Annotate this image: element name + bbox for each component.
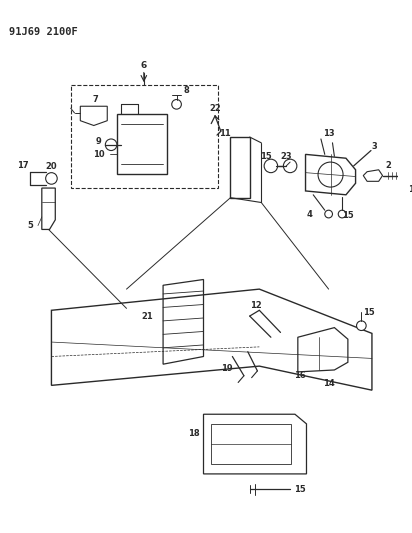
Text: 15: 15 (342, 212, 354, 221)
Circle shape (356, 321, 366, 330)
Text: 3: 3 (372, 142, 378, 151)
Text: 15: 15 (260, 152, 272, 161)
Circle shape (283, 159, 297, 173)
Text: 1: 1 (408, 184, 412, 193)
Text: 18: 18 (188, 429, 200, 438)
Text: 13: 13 (323, 128, 335, 138)
Circle shape (105, 139, 117, 150)
Text: 16: 16 (294, 372, 306, 380)
Text: 6: 6 (141, 61, 147, 70)
Text: 12: 12 (250, 301, 261, 310)
Circle shape (264, 159, 278, 173)
Text: 20: 20 (46, 163, 57, 172)
Text: 5: 5 (27, 221, 33, 230)
Text: 19: 19 (221, 364, 232, 373)
Circle shape (46, 173, 57, 184)
Text: 15: 15 (363, 308, 375, 317)
Circle shape (325, 210, 332, 218)
Text: 15: 15 (294, 485, 306, 494)
Text: 8: 8 (183, 86, 189, 95)
Bar (71, 85, 218, 188)
Text: 9: 9 (96, 138, 101, 147)
Text: 22: 22 (209, 104, 221, 112)
Text: 23: 23 (281, 152, 292, 161)
Circle shape (338, 210, 346, 218)
Circle shape (404, 172, 412, 180)
Circle shape (318, 162, 343, 187)
Bar (117, 114, 167, 174)
Text: 11: 11 (219, 128, 231, 138)
Text: 14: 14 (323, 379, 335, 388)
Text: 91J69 2100F: 91J69 2100F (9, 27, 78, 37)
Text: 4: 4 (307, 209, 312, 219)
Text: 21: 21 (142, 312, 154, 320)
Text: 10: 10 (93, 150, 104, 159)
Text: 2: 2 (385, 161, 391, 171)
Circle shape (172, 100, 181, 109)
Bar (211, 424, 291, 464)
Text: 17: 17 (17, 161, 28, 171)
Text: 7: 7 (93, 95, 98, 104)
